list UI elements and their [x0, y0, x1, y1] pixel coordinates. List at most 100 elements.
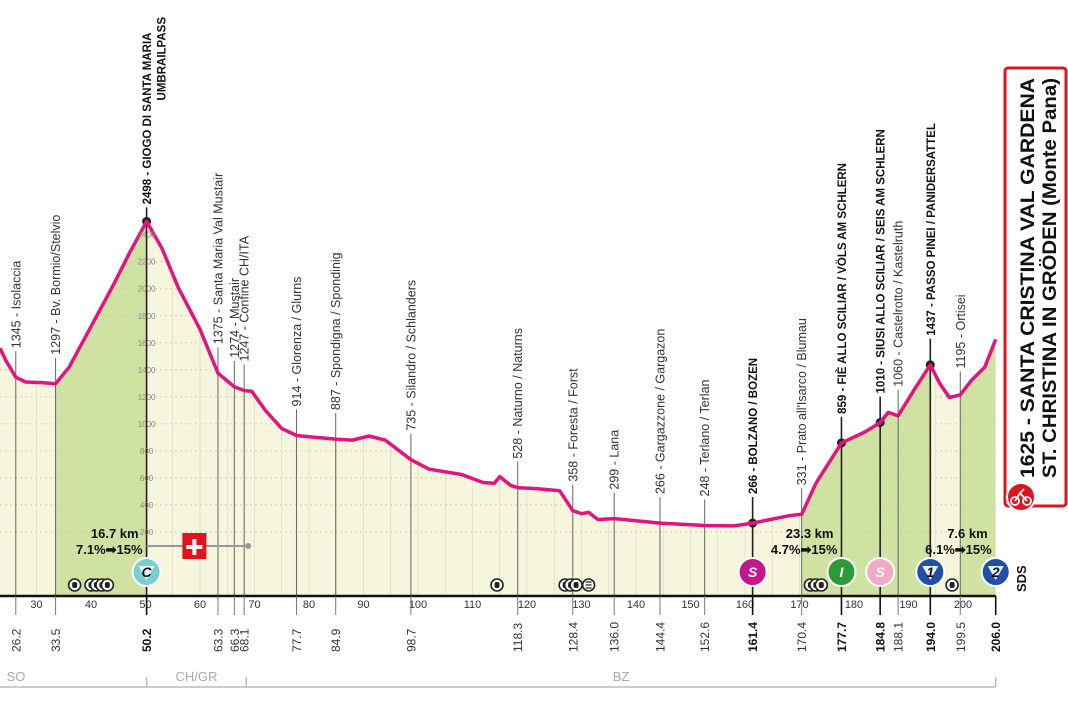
x-tick-label: 30	[30, 599, 42, 611]
x-tick-label: 160	[736, 599, 754, 611]
waypoint-label: 248 - Terlano / Terlan	[698, 379, 712, 496]
km-marker-label: 184.8	[874, 622, 888, 652]
km-marker-label: 136.0	[608, 622, 622, 652]
y-tick-label: 2400	[138, 231, 156, 240]
waypoint-label: 1247 - Confine CH/ITA	[238, 235, 252, 361]
climb-gradient: 4.7%➡15%	[771, 542, 838, 557]
x-tick-label: 70	[248, 599, 260, 611]
km-marker-label: 26.2	[9, 628, 23, 652]
bike-finish-icon	[1006, 482, 1036, 512]
x-tick-label: 140	[627, 599, 645, 611]
waypoint-label: 266 - Gargazzone / Gargazon	[653, 329, 667, 494]
x-tick-label: 80	[303, 599, 315, 611]
waypoint-label: 1297 - Bv. Bormio/Stelvio	[49, 215, 63, 355]
climb-length: 16.7 km	[91, 526, 139, 541]
y-tick-label: 1400	[138, 366, 156, 375]
x-tick-label: 150	[681, 599, 699, 611]
x-tick-label: 40	[85, 599, 97, 611]
triangle-icon	[922, 566, 939, 580]
border-dot	[245, 543, 252, 549]
km-marker-label: 177.7	[835, 622, 849, 652]
km-marker-label: 161.4	[746, 622, 760, 652]
y-tick-labels: 200 400 600 800 1000 1200 1400 1600 1800 2000 2200…	[138, 231, 156, 537]
y-tick-label: 1200	[138, 393, 156, 402]
waypoint-label: 299 - Lana	[608, 430, 622, 490]
profile-area	[0, 221, 996, 596]
waypoint-label: 331 - Prato all'Isarco / Blumau	[795, 318, 809, 485]
waypoint-label: 1274 - Mustair	[228, 278, 242, 358]
km-marker-label: 128.4	[566, 622, 580, 652]
tunnel-glyph	[818, 582, 824, 588]
y-tick-label: 400	[140, 501, 154, 510]
climb-gradient: 6.1%➡15%	[925, 542, 992, 557]
finish-title-line1: 1625 - SANTA CRISTINA VAL GARDENA	[1018, 78, 1039, 478]
sprint-icon	[865, 557, 896, 587]
intermediate-sprint-icon	[826, 557, 857, 587]
climb-gradient: 7.1%➡15%	[76, 542, 143, 557]
waypoint-label: 2498 - GIOGO DI SANTA MARIA	[142, 33, 154, 205]
waypoint-label: 735 - Silandro / Schlanders	[404, 280, 418, 431]
waypoint-label: 528 - Naturno / Naturns	[511, 328, 525, 459]
waypoint-label: 1060 - Castelrotto / Kastelruth	[892, 221, 906, 387]
climb-length: 23.3 km	[786, 526, 834, 541]
waypoint-label: 266 - BOLZANO / BOZEN	[748, 358, 760, 494]
x-tick-label: 60	[194, 599, 206, 611]
km-marker-label: 206.0	[989, 622, 1003, 652]
region-label: BZ	[613, 669, 630, 684]
x-tick-label: 100	[409, 599, 427, 611]
x-tick-label: 120	[518, 599, 536, 611]
x-tick-label: 50	[139, 599, 151, 611]
tunnel-glyph	[104, 582, 110, 588]
km-marker-label: 144.4	[653, 622, 667, 652]
marker-glyph: 1	[926, 564, 934, 580]
x-tick-label: 90	[357, 599, 369, 611]
x-tick-label: 190	[899, 599, 917, 611]
triangle-icon	[987, 566, 1004, 580]
km-marker-label: 118.3	[511, 623, 525, 652]
km-marker-label: 152.6	[698, 622, 712, 652]
climb-segment-fill	[55, 221, 147, 596]
km-marker-label: 77.7	[290, 628, 304, 652]
profile-fill	[0, 221, 996, 596]
flag-cross	[186, 539, 203, 555]
waypoint-label: 914 - Glorenza / Glurns	[290, 277, 304, 407]
waypoint-label: 1375 - Santa Maria Val Mustair	[211, 173, 225, 344]
y-tick-label: 200	[140, 528, 154, 537]
x-axis: 30 40 50 60 70 80 90 100 110 120 130 140 150 160 170 18…	[0, 594, 1003, 652]
waypoint-label: 1195 - Ortisei	[954, 294, 968, 368]
tunnel-glyph	[72, 582, 78, 588]
km-marker-label: 98.7	[404, 628, 418, 652]
markers: C S I S 1 2 16.7 km7.1%➡15% 23.3 km4.7%➡15% 7.6 …	[67, 526, 1011, 592]
km-marker-label: 66.3	[228, 628, 242, 652]
marker-glyph: I	[840, 564, 845, 580]
x-tick-label: 170	[790, 599, 808, 611]
y-tick-label: 800	[140, 447, 154, 456]
y-tick-label: 1600	[138, 339, 156, 348]
km-marker-label: 33.5	[49, 628, 63, 652]
x-tick-label: 180	[845, 599, 863, 611]
waypoint-label: 1437 - PASSO PINEI / PANIDERSATTEL	[926, 123, 938, 336]
x-tick-label: 110	[464, 599, 482, 611]
marker-glyph: S	[875, 564, 885, 580]
waypoint-labels: 1345 - Isolaccia 1297 - Bv. Bormio/Stelvi…	[9, 17, 967, 497]
feed-zone-glyph	[585, 581, 592, 589]
climb-segment-fill	[801, 221, 931, 596]
y-tick-label: 1800	[138, 312, 156, 321]
waypoint-label: 887 - Spondigna / Spondinig	[329, 252, 343, 410]
finish-title-line2: ST. CHRISTINA IN GRÖDEN (Monte Pana)	[1040, 78, 1061, 478]
waypoint-label: 1345 - Isolaccia	[9, 261, 23, 349]
marker-glyph: 2	[991, 564, 1000, 580]
region-label: CH/GR	[176, 669, 218, 684]
km-marker-label: 50.2	[140, 628, 154, 652]
region-label: SO	[7, 669, 26, 684]
triangle-icon	[138, 566, 155, 580]
waypoint-label-line2: UMBRAILPASS	[157, 17, 169, 101]
profile-line	[0, 219, 998, 528]
climb-length: 7.6 km	[947, 526, 987, 541]
km-marker-label: 63.3	[211, 628, 225, 652]
x-tick-label: 130	[572, 599, 590, 611]
y-tick-label: 2000	[138, 285, 156, 294]
finish-title-box: 1625 - SANTA CRISTINA VAL GARDENA ST. CH…	[1003, 66, 1068, 512]
y-tick-label: 2200	[138, 258, 156, 267]
